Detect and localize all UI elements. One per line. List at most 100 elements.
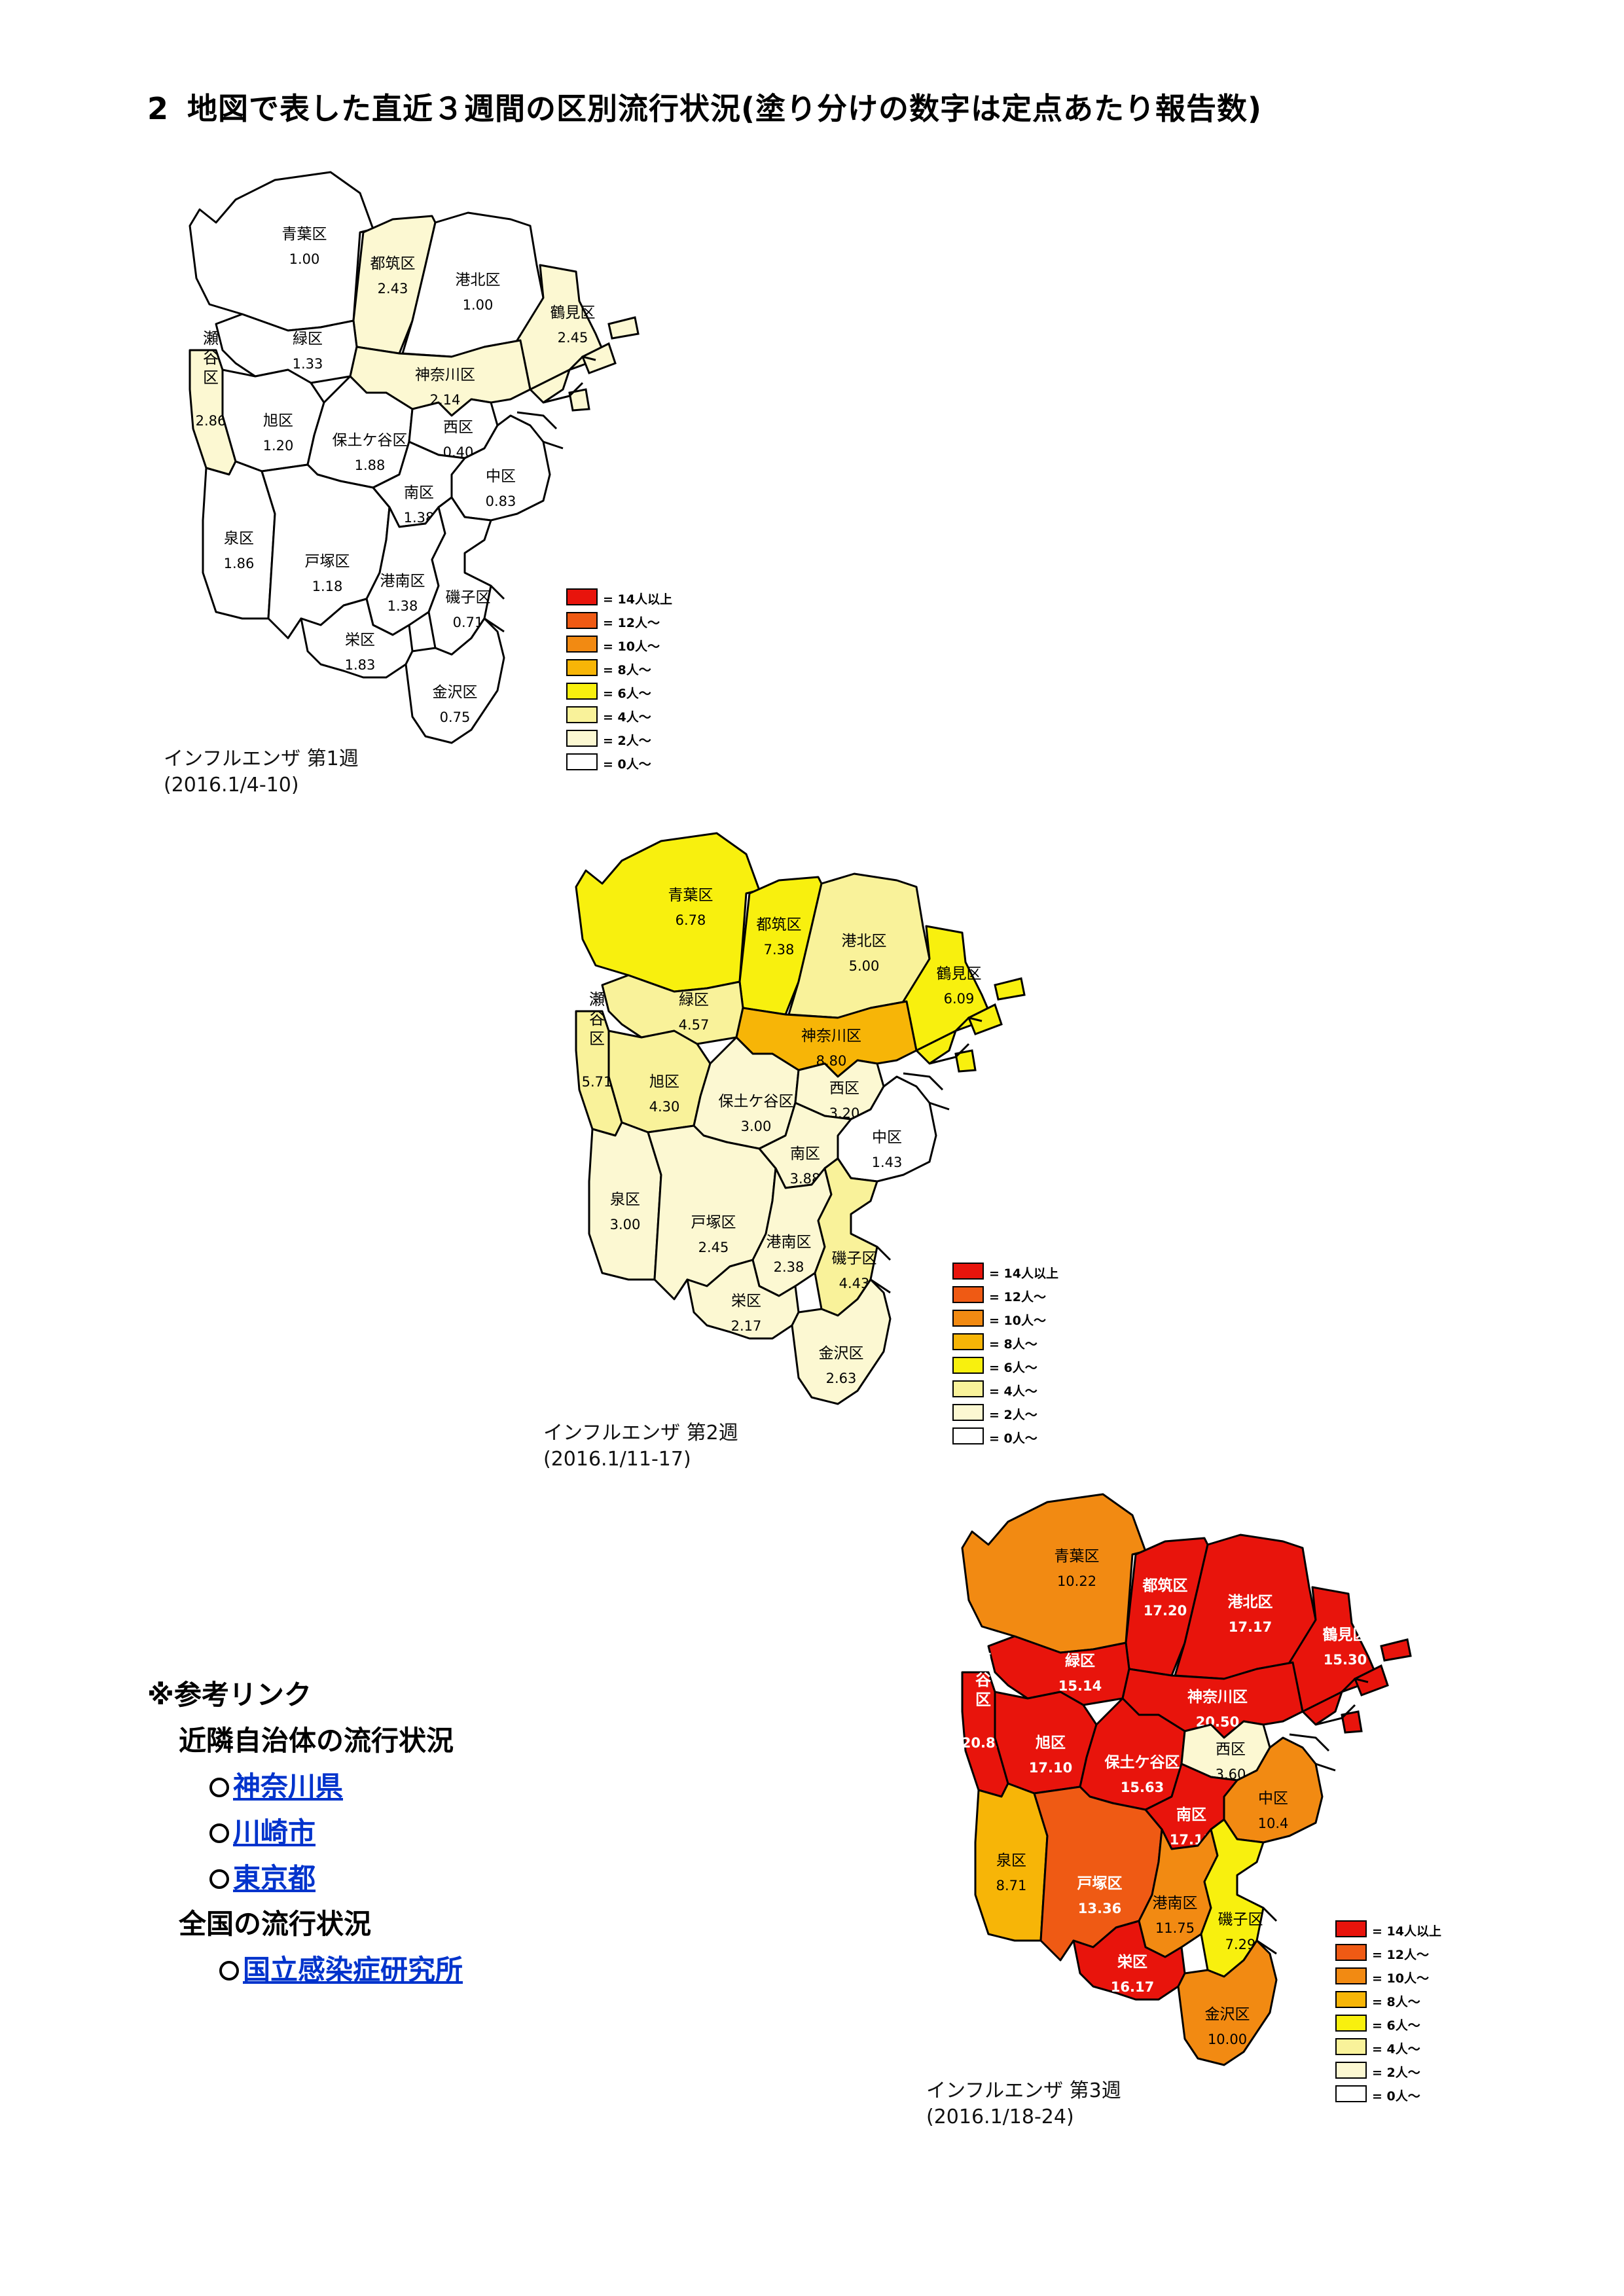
map-week-1: 青葉区 1.00 都筑区 2.43 港北区 1.00 鶴見区 2.45 緑区 1.33 瀬谷区 2.8… [177, 167, 661, 769]
district-kanazawa: 金沢区 10.00 [1177, 1939, 1278, 2066]
district-name-kanagawa: 神奈川区 [801, 1028, 861, 1045]
district-izumi: 泉区 1.86 [202, 460, 276, 620]
district-name-seya: 瀬 [589, 990, 605, 1009]
legend-item: = 14人以上 [1335, 1918, 1453, 1941]
district-name-izumi: 泉区 [996, 1852, 1026, 1869]
district-value-tsuzuki: 2.43 [378, 281, 408, 296]
link-row-kawasaki: 川崎市 [209, 1810, 463, 1856]
district-name-kanazawa: 金沢区 [1205, 2006, 1250, 2023]
caption-week-1-title: インフルエンザ 第1週 [164, 747, 359, 770]
circle-bullet-icon [209, 1778, 229, 1797]
district-name-hodogaya: 保土ケ谷区 [333, 432, 408, 449]
district-value-tsurumi: 15.30 [1324, 1652, 1367, 1668]
legend-label: = 2人～ [989, 1408, 1038, 1422]
district-name-tsuzuki: 都筑区 [1142, 1577, 1188, 1594]
reference-links: ※参考リンク 近隣自治体の流行状況 神奈川県 川崎市 東京都 全国の流行状況 国… [147, 1672, 463, 1993]
legend-label: = 14人以上 [989, 1266, 1058, 1281]
legend-label: = 6人～ [989, 1361, 1038, 1375]
district-name-tsurumi: 鶴見区 [937, 965, 982, 982]
legend-swatch [1335, 2015, 1367, 2032]
district-value-tsuzuki: 17.20 [1144, 1603, 1187, 1619]
district-name-hodogaya: 保土ケ谷区 [1104, 1753, 1180, 1771]
district-name-kohoku: 港北区 [456, 272, 501, 289]
district-asahi: 旭区 4.30 [607, 1030, 712, 1134]
caption-week-1-dates: (2016.1/4-10) [164, 774, 299, 797]
district-value-totsuka: 13.36 [1078, 1901, 1121, 1916]
legend-item: = 4人～ [1335, 2036, 1453, 2059]
district-name-kanagawa: 神奈川区 [415, 367, 475, 384]
legend-swatch [952, 1263, 984, 1280]
district-name-seya: 瀬 [975, 1651, 991, 1670]
district-asahi: 旭区 17.10 [994, 1691, 1098, 1795]
caption-week-3-dates: (2016.1/18-24) [926, 2106, 1074, 2128]
district-name-tsurumi: 鶴見区 [1323, 1626, 1368, 1643]
legend-item: = 10人～ [1335, 1965, 1453, 1988]
district-value-izumi: 8.71 [996, 1878, 1027, 1893]
district-map-svg: 青葉区 6.78 都筑区 7.38 港北区 5.00 鶴見区 6.09 緑区 4.57 瀬谷区 5.7… [575, 832, 1026, 1405]
national-label: 全国の流行状況 [179, 1908, 372, 1940]
legend-swatch [952, 1357, 984, 1374]
legend-item: = 12人～ [1335, 1941, 1453, 1965]
district-name-isogo: 磯子区 [832, 1250, 877, 1267]
legend-item: = 8人～ [566, 656, 684, 680]
link-tokyo[interactable]: 東京都 [233, 1862, 316, 1894]
caption-week-3: インフルエンザ 第3週 (2016.1/18-24) [926, 2078, 1121, 2130]
district-name-seya: 区 [203, 368, 219, 387]
legend-swatch [566, 636, 598, 653]
district-value-asahi: 17.10 [1029, 1760, 1072, 1776]
district-value-hodogaya: 1.88 [355, 457, 386, 473]
legend-item: = 2人～ [952, 1401, 1070, 1425]
legend-item: = 4人～ [952, 1378, 1070, 1401]
district-name-tsuzuki: 都筑区 [370, 255, 416, 272]
legend-week-3: = 14人以上 = 12人～ = 10人～ = 8人～ = 6人～ = 4人～ = 2人～ =… [1335, 1918, 1453, 2106]
district-shape-kanazawa [405, 617, 505, 744]
link-kawasaki-city[interactable]: 川崎市 [233, 1816, 316, 1848]
district-name-konan: 港南区 [380, 573, 425, 590]
legend-label: = 0人～ [603, 757, 651, 772]
district-name-midori: 緑区 [293, 331, 323, 348]
legend-swatch [566, 753, 598, 770]
coastline-segment [903, 1072, 944, 1091]
coastline-segment [916, 1016, 983, 1052]
coastline-segment [929, 1102, 950, 1111]
legend-label: = 14人以上 [603, 592, 672, 607]
district-value-totsuka: 1.18 [312, 579, 343, 594]
coastline-segment [1302, 1677, 1369, 1713]
legend-label: = 6人～ [1372, 2018, 1420, 2033]
district-naka: 中区 10.4 [1223, 1736, 1324, 1844]
legend-label: = 0人～ [1372, 2089, 1420, 2104]
district-name-hodogaya: 保土ケ谷区 [719, 1093, 794, 1110]
district-name-konan: 港南区 [1153, 1895, 1198, 1912]
link-kanagawa-prefecture[interactable]: 神奈川県 [233, 1770, 344, 1803]
legend-item: = 12人～ [566, 609, 684, 633]
district-value-hodogaya: 15.63 [1121, 1780, 1164, 1795]
link-niid[interactable]: 国立感染症研究所 [243, 1954, 463, 1986]
district-konan: 港南区 2.38 [751, 1167, 833, 1297]
district-seya: 瀬谷区 2.86 [189, 329, 237, 476]
legend-swatch [1335, 2062, 1367, 2079]
coastline-segment [1289, 1733, 1330, 1752]
harbor-pier [568, 388, 590, 412]
district-tsuzuki: 都筑区 2.43 [352, 215, 437, 355]
heading-text: 地図で表した直近３週間の区別流行状況(塗り分けの数字は定点あたり報告数) [187, 91, 1263, 126]
district-value-izumi: 1.86 [224, 556, 255, 571]
harbor-pier [607, 316, 640, 340]
district-value-konan: 11.75 [1155, 1920, 1195, 1936]
district-value-kohoku: 5.00 [849, 958, 880, 974]
legend-item: = 10人～ [952, 1307, 1070, 1331]
legend-item: = 2人～ [566, 727, 684, 751]
caption-week-3-title: インフルエンザ 第3週 [926, 2079, 1121, 2102]
district-name-konan: 港南区 [767, 1234, 812, 1251]
legend-item: = 6人～ [952, 1354, 1070, 1378]
legend-label: = 12人～ [1372, 1948, 1429, 1962]
district-kohoku: 港北区 17.17 [1174, 1534, 1317, 1680]
legend-swatch [566, 706, 598, 723]
neighbors-label: 近隣自治体の流行状況 [179, 1725, 454, 1757]
district-value-hodogaya: 3.00 [741, 1119, 772, 1134]
district-value-seya: 5.71 [582, 1074, 613, 1090]
district-aoba: 青葉区 10.22 [961, 1493, 1147, 1654]
coastline-segment [516, 411, 558, 430]
district-name-izumi: 泉区 [224, 530, 254, 547]
coastline-segment [1315, 1763, 1336, 1772]
